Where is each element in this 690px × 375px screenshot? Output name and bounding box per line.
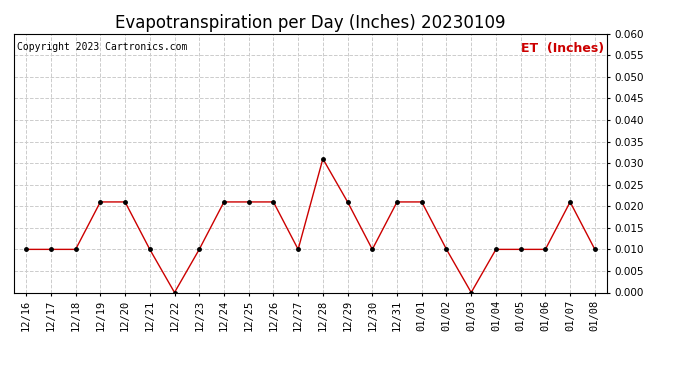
- Text: Copyright 2023 Cartronics.com: Copyright 2023 Cartronics.com: [17, 42, 187, 51]
- Title: Evapotranspiration per Day (Inches) 20230109: Evapotranspiration per Day (Inches) 2023…: [115, 14, 506, 32]
- Text: ET  (Inches): ET (Inches): [521, 42, 604, 54]
